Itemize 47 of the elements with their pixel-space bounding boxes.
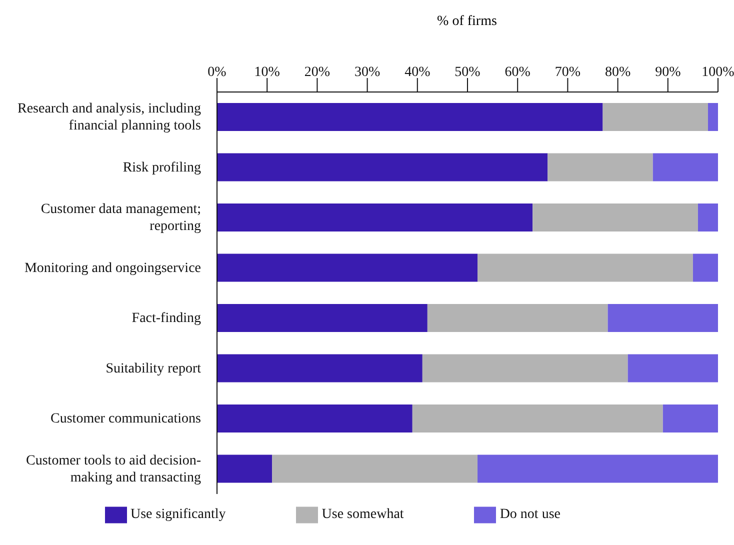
bar (652, 153, 718, 182)
bar (217, 354, 422, 382)
bar (217, 204, 533, 232)
bar (602, 103, 708, 132)
bar (217, 404, 412, 433)
bar (478, 454, 718, 483)
y-tick-label: Customer communications (50, 411, 201, 426)
bar (217, 153, 548, 182)
bar (628, 354, 718, 382)
x-tick-label: 50% (454, 65, 481, 80)
y-tick-label: Customer data management; reporting (40, 202, 201, 234)
bar (217, 304, 428, 332)
y-tick-label: Fact-finding (132, 310, 201, 326)
bar (708, 103, 718, 132)
x-tick-label: 90% (655, 65, 682, 80)
bar (532, 204, 698, 232)
x-tick-label: 0% (208, 65, 227, 80)
bar (217, 454, 272, 483)
y-tick-label: Monitoring and ongoingservice (24, 260, 201, 276)
bar (548, 153, 653, 182)
bar (422, 354, 628, 382)
bar (478, 254, 693, 282)
x-tick-label: 60% (504, 65, 531, 80)
bar (217, 103, 603, 132)
y-tick-label: Suitability report (106, 360, 202, 376)
y-tick-label: Risk profiling (122, 160, 201, 175)
x-tick-label: 30% (354, 65, 380, 80)
x-tick-label: 100% (702, 65, 734, 80)
bar (662, 404, 718, 433)
bar (698, 204, 718, 232)
legend-label: Do not use (500, 507, 560, 522)
x-tick-label: 70% (554, 65, 581, 80)
legend-label: Use somewhat (322, 507, 404, 522)
bar (608, 304, 718, 332)
y-tick-label: Customer tools to aid decision-making and transacting (26, 452, 202, 485)
x-tick-label: 40% (404, 65, 431, 80)
bar (272, 454, 478, 483)
bar (692, 254, 718, 282)
y-tick-label: Research and analysis, including financial planning tools (17, 101, 201, 134)
bar (412, 404, 663, 433)
legend-label: Use significantly (130, 507, 226, 522)
x-axis-title: % of firms (436, 13, 498, 31)
x-tick-label: 10% (254, 65, 280, 80)
bar (217, 254, 478, 282)
x-tick-label: 20% (304, 65, 330, 80)
bar (427, 304, 608, 332)
x-tick-label: 80% (604, 65, 631, 80)
